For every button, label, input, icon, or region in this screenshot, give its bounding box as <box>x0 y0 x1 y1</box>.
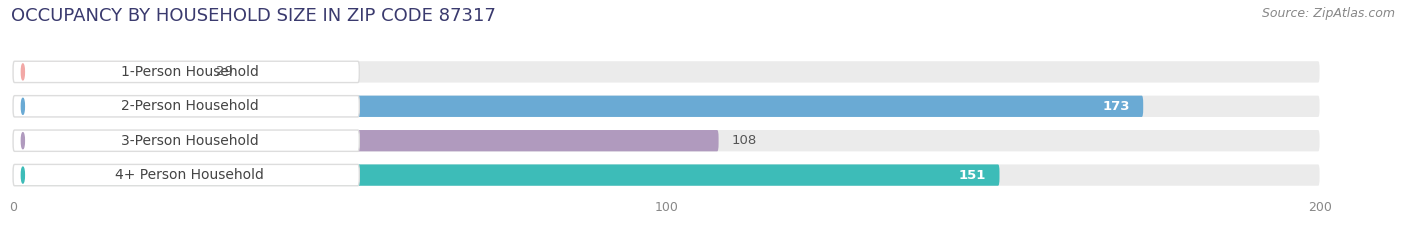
Text: 4+ Person Household: 4+ Person Household <box>115 168 264 182</box>
FancyBboxPatch shape <box>13 130 1320 151</box>
Text: Source: ZipAtlas.com: Source: ZipAtlas.com <box>1261 7 1395 20</box>
FancyBboxPatch shape <box>13 164 1320 186</box>
FancyBboxPatch shape <box>13 96 1143 117</box>
Circle shape <box>21 133 24 149</box>
FancyBboxPatch shape <box>13 61 1320 82</box>
Text: 2-Person Household: 2-Person Household <box>121 99 259 113</box>
FancyBboxPatch shape <box>13 96 1320 117</box>
Text: 173: 173 <box>1102 100 1130 113</box>
Text: 108: 108 <box>731 134 756 147</box>
FancyBboxPatch shape <box>13 164 360 186</box>
FancyBboxPatch shape <box>13 130 718 151</box>
Text: 151: 151 <box>959 169 987 182</box>
FancyBboxPatch shape <box>13 61 202 82</box>
FancyBboxPatch shape <box>13 61 360 82</box>
FancyBboxPatch shape <box>13 164 1000 186</box>
Circle shape <box>21 64 24 80</box>
FancyBboxPatch shape <box>13 96 360 117</box>
FancyBboxPatch shape <box>13 130 360 151</box>
Text: 1-Person Household: 1-Person Household <box>121 65 259 79</box>
Text: 29: 29 <box>215 65 232 78</box>
Text: OCCUPANCY BY HOUSEHOLD SIZE IN ZIP CODE 87317: OCCUPANCY BY HOUSEHOLD SIZE IN ZIP CODE … <box>11 7 496 25</box>
Circle shape <box>21 167 24 183</box>
Text: 3-Person Household: 3-Person Household <box>121 134 259 148</box>
Circle shape <box>21 98 24 114</box>
